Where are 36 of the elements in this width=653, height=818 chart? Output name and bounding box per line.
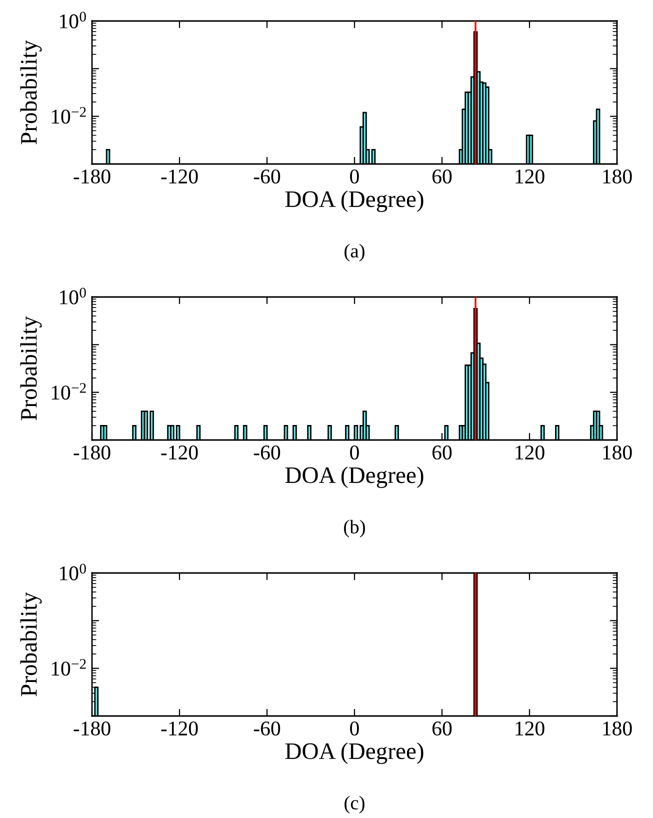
y-tick-label: 10$^{−2}$ <box>52 659 86 676</box>
y-axis-title: Probability <box>20 40 42 144</box>
x-tick-label: 120 <box>516 169 544 184</box>
y-tick-label: 10$^{−2}$ <box>52 383 86 400</box>
y-tick-label: 10$^{0}$ <box>60 288 86 304</box>
x-tick-label: 60 <box>432 721 452 736</box>
x-axis-title: DOA (Degree) <box>285 466 424 488</box>
x-tick-label: -120 <box>161 445 198 460</box>
x-tick-label: 180 <box>603 721 632 736</box>
y-axis-title: Probability <box>20 592 42 696</box>
x-tick-label: 0 <box>350 721 359 736</box>
x-tick-label: -180 <box>74 169 110 184</box>
x-tick-label: 180 <box>603 169 632 184</box>
y-axis-title: Probability <box>20 316 42 420</box>
x-tick-label: 120 <box>516 721 544 736</box>
y-tick-label: 10$^{0}$ <box>60 564 86 580</box>
x-tick-label: 60 <box>432 445 452 460</box>
text: (a) <box>344 244 364 262</box>
x-axis-title: DOA (Degree) <box>285 742 424 764</box>
y-tick-label: 10$^{−2}$ <box>52 107 86 124</box>
x-tick-label: 180 <box>603 445 632 460</box>
x-tick-label: -180 <box>74 445 110 460</box>
x-tick-label: -120 <box>161 169 198 184</box>
x-tick-label: -180 <box>74 721 110 736</box>
x-tick-label: 0 <box>350 445 359 460</box>
x-tick-label: -60 <box>254 445 280 460</box>
x-tick-label: -60 <box>254 721 280 736</box>
x-axis-title: DOA (Degree) <box>285 190 424 212</box>
x-tick-label: 0 <box>350 169 359 184</box>
y-tick-label: 10$^{0}$ <box>60 12 86 28</box>
x-tick-label: -120 <box>161 721 198 736</box>
text: (b) <box>344 520 365 538</box>
x-tick-label: 60 <box>432 169 452 184</box>
text: (c) <box>344 796 364 814</box>
x-tick-label: -60 <box>254 169 280 184</box>
x-tick-label: 120 <box>516 445 544 460</box>
